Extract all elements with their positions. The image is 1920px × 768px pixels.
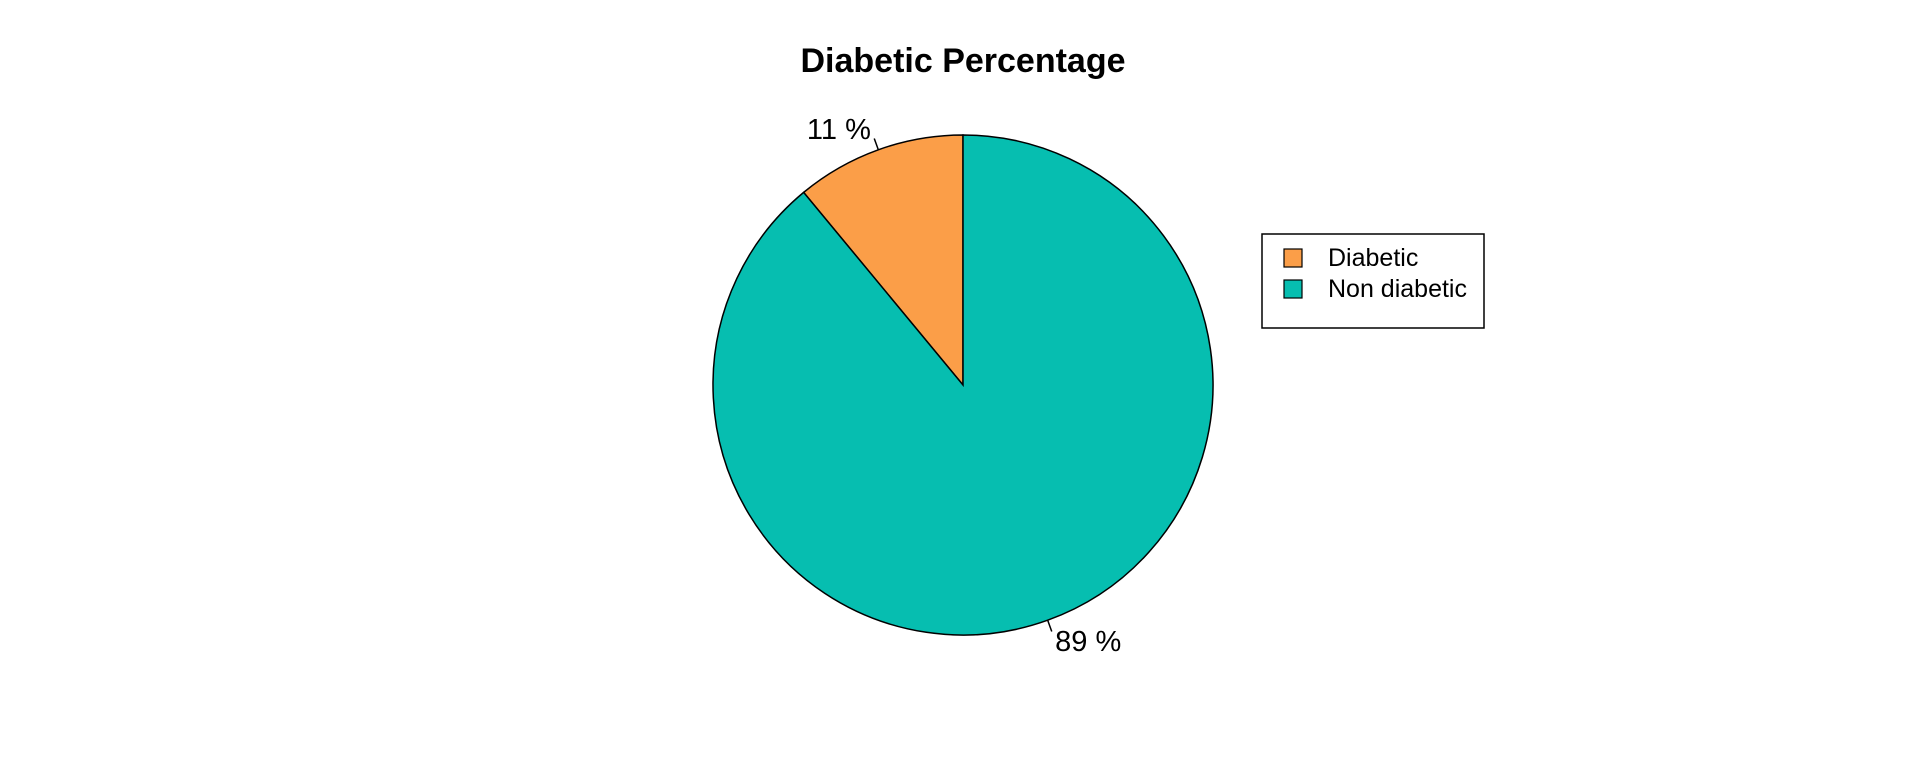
legend-swatch [1283,248,1303,268]
legend-label: Non diabetic [1328,275,1467,303]
pie-slice-diabetic [802,134,964,388]
legend-swatch [1283,279,1303,299]
legend-box [1261,233,1485,329]
pie-slices [712,134,1214,636]
slice-label: 89 % [1055,626,1121,658]
legend-label: Diabetic [1328,244,1418,272]
slice-label-tick [873,138,880,151]
pie-labels: 11 % 89 % [807,114,1121,658]
slice-label: 11 % [807,114,871,146]
chart-title: Diabetic Percentage [800,42,1125,80]
pie-slice-non-diabetic [712,134,1214,636]
legend: Diabetic Non diabetic [1261,233,1485,329]
slice-label-tick [1046,619,1053,632]
